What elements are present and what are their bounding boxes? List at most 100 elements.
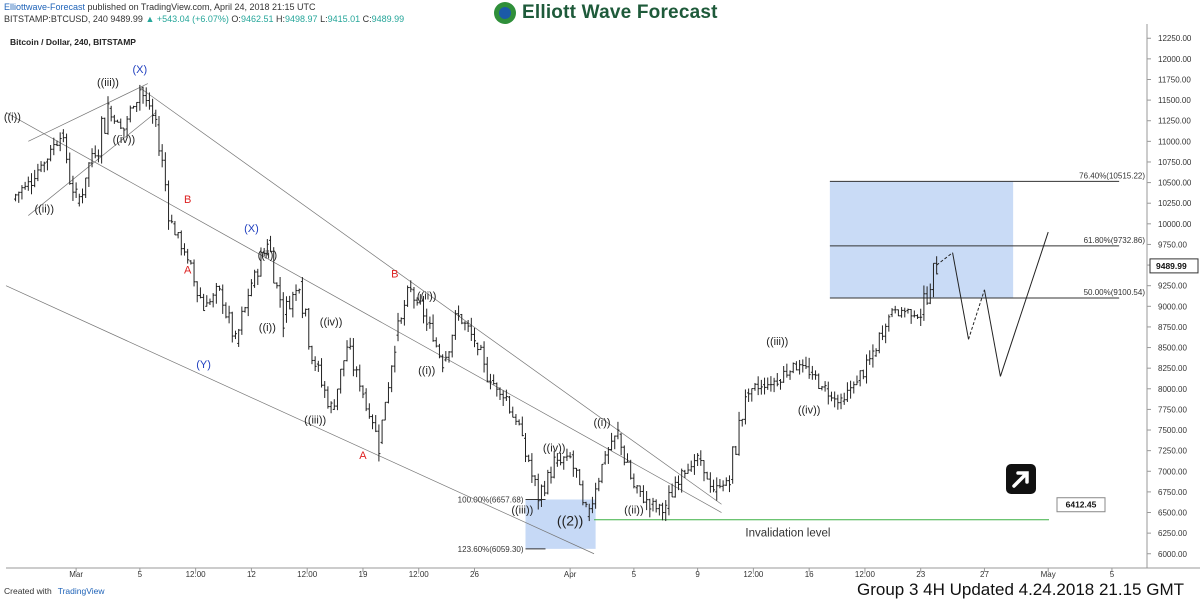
y-tick-label: 10500.00 (1158, 179, 1192, 188)
fib-zone-upper (829, 181, 1014, 299)
wave-label: ((i)) (4, 112, 21, 124)
publisher-line: Elliottwave-Forecast published on Tradin… (4, 2, 316, 12)
y-tick-label: 12250.00 (1158, 34, 1192, 43)
y-tick-label: 10000.00 (1158, 220, 1192, 229)
fib-label: 123.60%(6059.30) (458, 545, 524, 554)
quote-line: BITSTAMP:BTCUSD, 240 9489.99 ▲ +543.04 (… (4, 14, 404, 24)
wave-label: A (184, 264, 192, 276)
x-tick-label: 12:00 (186, 570, 207, 579)
fib-label: 100.00%(6657.68) (458, 496, 524, 505)
wave-label: ((iii)) (97, 77, 119, 89)
y-tick-label: 9000.00 (1158, 302, 1187, 311)
wave-label: ((iii)) (766, 336, 788, 348)
x-tick-label: Mar (69, 570, 83, 579)
x-tick-label: 26 (470, 570, 479, 579)
y-tick-label: 10250.00 (1158, 199, 1192, 208)
logo-text: Elliott Wave Forecast (522, 2, 718, 23)
low-label: L: (320, 14, 328, 24)
channel-line (28, 83, 148, 142)
y-tick-label: 8750.00 (1158, 323, 1187, 332)
wave-label: B (184, 194, 191, 206)
projection-segment (999, 231, 1049, 377)
y-tick-label: 6250.00 (1158, 529, 1187, 538)
wave-label: ((ii)) (417, 291, 437, 303)
high-label: H: (276, 14, 285, 24)
y-tick-label: 11250.00 (1158, 117, 1191, 126)
wave-label: ((ii)) (34, 203, 54, 215)
y-tick-label: 7750.00 (1158, 405, 1187, 414)
invalidation-price-label: 6412.45 (1066, 500, 1097, 510)
expand-arrow-button[interactable] (1006, 464, 1036, 494)
x-tick-label: 19 (359, 570, 368, 579)
wave-label: ((iii)) (511, 504, 533, 516)
open-label: O: (231, 14, 241, 24)
low-value: 9415.01 (327, 14, 361, 24)
footer-created: Created with TradingView (4, 586, 105, 596)
wave-label: ((iv)) (543, 442, 566, 454)
x-tick-label: 23 (916, 570, 925, 579)
y-tick-label: 7000.00 (1158, 467, 1187, 476)
y-tick-label: 8250.00 (1158, 364, 1187, 373)
wave-label: ((i)) (418, 365, 435, 377)
current-price-tag (1149, 258, 1199, 274)
tradingview-brand[interactable]: TradingView (57, 586, 105, 596)
y-tick-label: 7250.00 (1158, 447, 1187, 456)
created-with-text: Created with (4, 586, 52, 596)
y-tick-label: 7500.00 (1158, 426, 1187, 435)
x-tick-label: 12:00 (743, 570, 764, 579)
symbol: BITSTAMP:BTCUSD, 240 (4, 14, 108, 24)
x-tick-label: 12:00 (409, 570, 430, 579)
close-label: C: (362, 14, 372, 24)
chart-title: Bitcoin / Dollar, 240, BITSTAMP (10, 37, 136, 47)
x-tick-label: 12:00 (855, 570, 876, 579)
wave-label: B (391, 268, 398, 280)
brand-logo: Elliott Wave Forecast (494, 2, 718, 24)
wave-label: ((iv)) (113, 134, 136, 146)
x-tick-label: May (1041, 570, 1056, 579)
arrow-up-right-icon (1012, 471, 1029, 488)
last-price: 9489.99 (110, 14, 143, 24)
wave-label: ((i)) (259, 322, 276, 334)
publisher-text: published on TradingView.com, April 24, … (87, 2, 316, 12)
fib-zone-lower (525, 499, 596, 549)
y-tick-label: 9750.00 (1158, 240, 1187, 249)
update-note: Group 3 4H Updated 4.24.2018 21.15 GMT (857, 580, 1184, 599)
projection-segment (983, 289, 1001, 377)
wave-label: ((i)) (593, 417, 610, 429)
trendline-lower (5, 285, 595, 555)
y-tick-label: 6750.00 (1158, 488, 1187, 497)
y-tick-label: 9250.00 (1158, 282, 1187, 291)
trendline-upper-2 (139, 87, 722, 505)
y-tick-label: 8500.00 (1158, 344, 1187, 353)
fib-label: 50.00%(9100.54) (1084, 288, 1146, 297)
x-tick-label: 5 (632, 570, 637, 579)
wave-label: ((ii)) (258, 249, 278, 261)
y-tick-label: 11000.00 (1158, 137, 1191, 146)
open-value: 9462.51 (240, 14, 274, 24)
x-tick-label: 27 (980, 570, 989, 579)
fib-label: 76.40%(10515.22) (1079, 171, 1145, 180)
current-price-label: 9489.99 (1156, 261, 1187, 271)
wave-label: ((iv)) (798, 405, 821, 417)
wave-label: ((ii)) (624, 504, 644, 516)
wave-label: A (359, 450, 367, 462)
y-tick-label: 8000.00 (1158, 385, 1187, 394)
x-tick-label: 9 (695, 570, 700, 579)
wave-label: (X) (133, 64, 148, 76)
wave-label: ((2)) (557, 513, 583, 529)
x-tick-label: 5 (138, 570, 143, 579)
wave-label: (Y) (196, 359, 211, 371)
y-tick-label: 6500.00 (1158, 509, 1187, 518)
invalidation-label: Invalidation level (745, 528, 830, 540)
y-tick-label: 10750.00 (1158, 158, 1192, 167)
y-tick-label: 12000.00 (1158, 55, 1192, 64)
change: ▲ +543.04 (+6.07%) (145, 14, 229, 24)
author-link[interactable]: Elliottwave-Forecast (4, 2, 86, 12)
globe-icon (494, 2, 516, 24)
wave-label: ((iii)) (304, 414, 326, 426)
projection-segment (968, 289, 985, 340)
x-tick-label: 12 (247, 570, 256, 579)
invalidation-price-tag (1056, 497, 1106, 513)
y-tick-label: 11750.00 (1158, 75, 1191, 84)
